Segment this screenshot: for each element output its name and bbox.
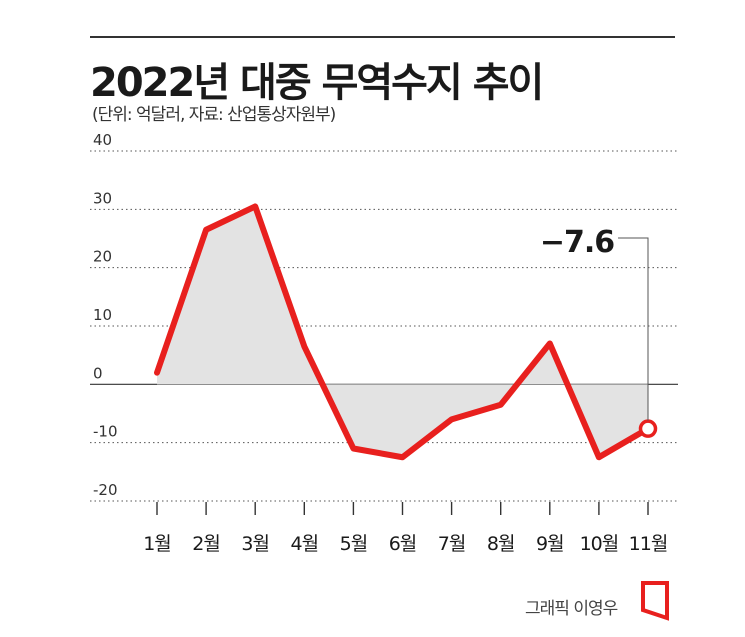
annotation-layer: −7.6 xyxy=(540,225,649,421)
y-tick-label: 10 xyxy=(93,306,112,324)
annotation-leader-line xyxy=(618,237,649,421)
chart-subtitle: (단위: 억달러, 자료: 산업통상자원부) xyxy=(92,105,336,125)
top-rule xyxy=(90,36,675,38)
x-tick-label: 5월 xyxy=(340,533,368,555)
y-tick-label: 40 xyxy=(93,131,112,149)
y-tick-label: 20 xyxy=(93,248,112,266)
y-tick-label: 30 xyxy=(93,189,112,207)
chart-title: 2022년 대중 무역수지 추이 xyxy=(90,60,544,106)
x-tick-label: 11월 xyxy=(629,533,668,555)
x-tick-label: 3월 xyxy=(241,533,269,555)
x-tick-label: 6월 xyxy=(389,533,417,555)
x-tick-label: 1월 xyxy=(143,533,171,555)
publisher-logo-icon xyxy=(641,581,669,621)
data-point-last xyxy=(638,419,658,438)
graphic-credit: 그래픽 이영우 xyxy=(525,599,618,619)
x-tick-label: 7월 xyxy=(438,533,466,555)
x-tick-label: 4월 xyxy=(291,533,319,555)
y-tick-label: 0 xyxy=(93,364,103,382)
x-axis: 1월 2월 3월 4월 5월 6월 7월 8월 9월 10월 11월 xyxy=(143,502,668,555)
x-tick-label: 9월 xyxy=(536,533,564,555)
x-tick-label: 8월 xyxy=(487,533,515,555)
y-tick-label: -20 xyxy=(93,481,118,499)
annotation-value: −7.6 xyxy=(540,225,614,260)
line-layer xyxy=(154,203,658,461)
x-tick-label: 10월 xyxy=(580,533,619,555)
y-tick-label: -10 xyxy=(93,423,118,441)
x-tick-label: 2월 xyxy=(192,533,220,555)
